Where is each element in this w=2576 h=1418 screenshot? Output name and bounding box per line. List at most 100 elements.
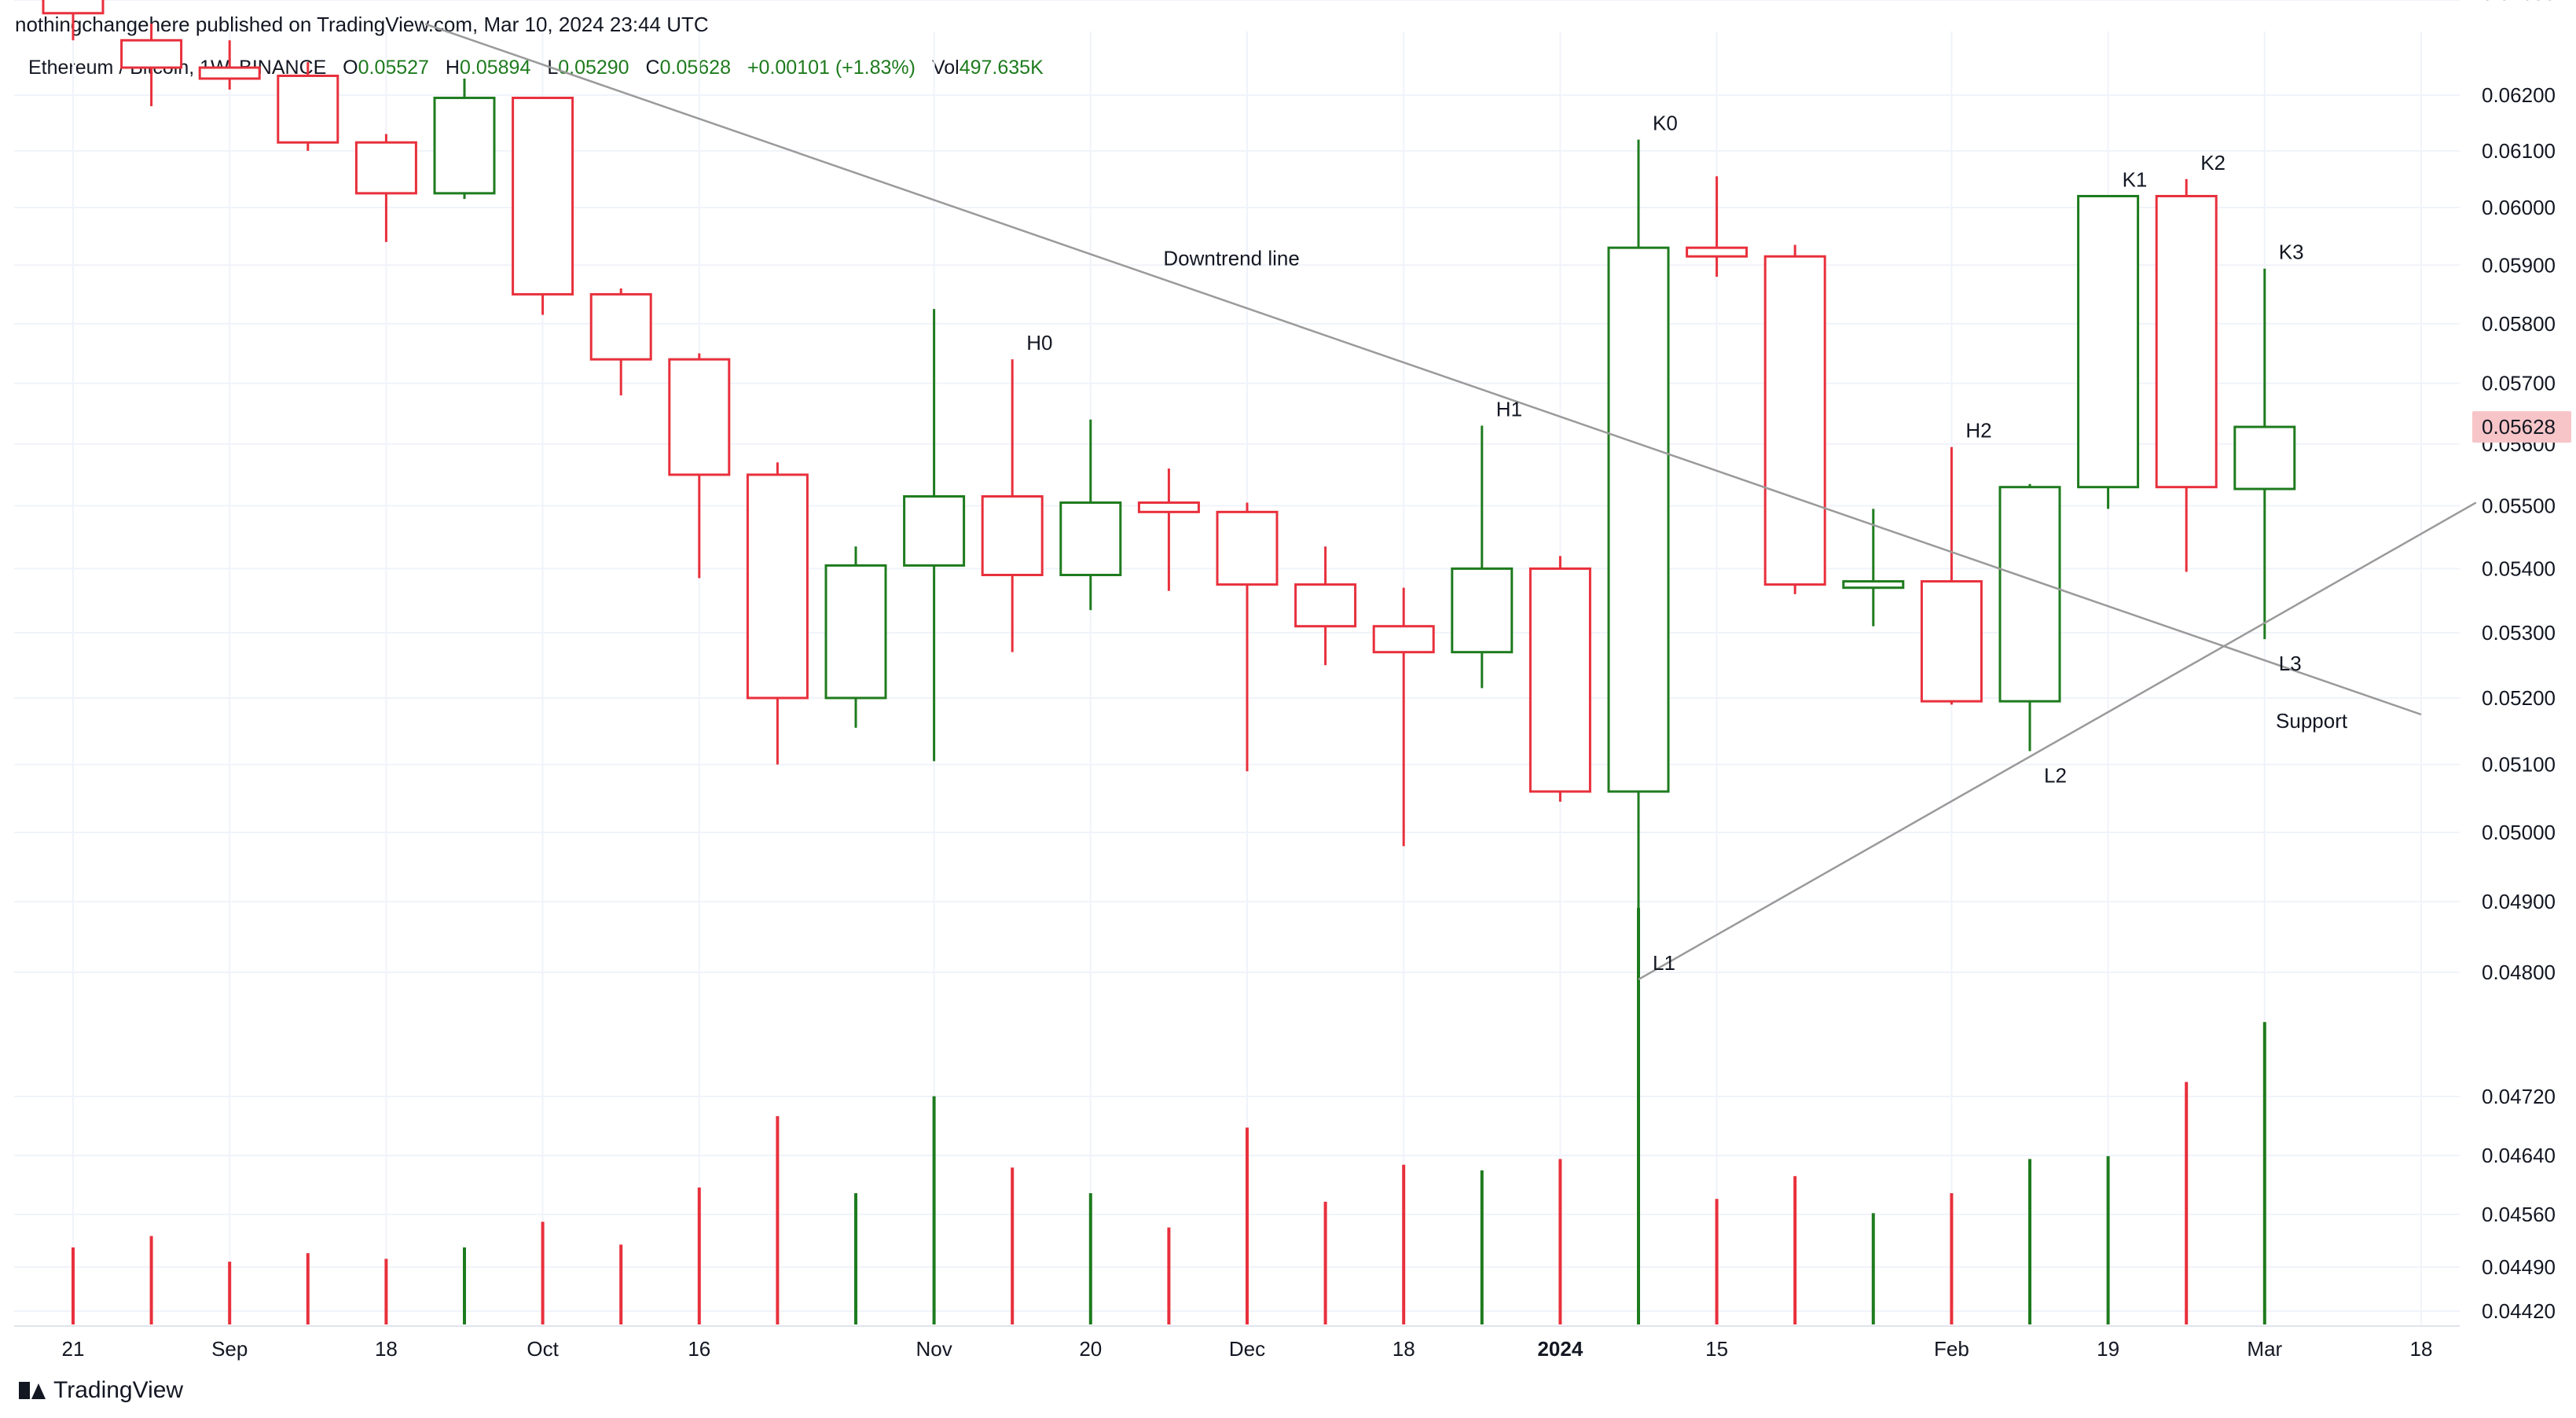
candle-body bbox=[2233, 425, 2296, 490]
candle bbox=[1372, 587, 1435, 847]
candle-body bbox=[1763, 255, 1826, 586]
candle-body bbox=[824, 564, 887, 700]
swing-label: L1 bbox=[1653, 951, 1675, 975]
price-tick-label: 0.06000 bbox=[2482, 196, 2556, 219]
trendline-label: Downtrend line bbox=[1163, 246, 1299, 270]
candle-body bbox=[981, 495, 1044, 576]
time-tick-label: 2024 bbox=[1537, 1337, 1583, 1361]
candle bbox=[354, 134, 417, 242]
swing-label: H2 bbox=[1965, 419, 1991, 443]
candle-body bbox=[903, 495, 966, 567]
candle bbox=[981, 359, 1044, 652]
candle bbox=[589, 288, 652, 395]
candle-body bbox=[1998, 486, 2061, 703]
swing-label: L3 bbox=[2279, 652, 2302, 675]
candle bbox=[2155, 178, 2218, 572]
candle bbox=[824, 546, 887, 728]
candle bbox=[1607, 139, 1670, 980]
drawings: Downtrend line Support H0 H1 H2 K0 K1 K2 K3 L1 L2 L… bbox=[424, 23, 2477, 981]
candle-body bbox=[1451, 567, 1514, 654]
swing-label: H0 bbox=[1026, 331, 1052, 354]
volume-bars bbox=[72, 908, 2266, 1324]
candle-body bbox=[1372, 625, 1435, 654]
candle-body bbox=[746, 473, 809, 700]
high-value: 0.05894 bbox=[459, 57, 531, 79]
time-tick-label: Feb bbox=[1934, 1337, 1969, 1361]
swing-label: K3 bbox=[2279, 241, 2304, 264]
price-tick-label: 0.04800 bbox=[2482, 961, 2556, 984]
open-value: 0.05527 bbox=[358, 57, 429, 79]
candle-body bbox=[1059, 501, 1122, 576]
trendline bbox=[424, 23, 2422, 716]
time-tick-label: 16 bbox=[688, 1337, 710, 1361]
candle-body bbox=[1528, 567, 1591, 793]
candle bbox=[1920, 446, 1983, 705]
candle-body bbox=[1137, 501, 1200, 513]
swing-label: K1 bbox=[2123, 167, 2148, 191]
candle bbox=[277, 62, 339, 151]
published-header: nothingchangehere published on TradingVi… bbox=[15, 13, 709, 36]
time-tick-label: 18 bbox=[375, 1337, 398, 1361]
candle bbox=[198, 40, 261, 90]
time-tick-label: Mar bbox=[2247, 1337, 2282, 1361]
tradingview-brand[interactable]: TradingView bbox=[19, 1377, 183, 1404]
price-tick-label: 0.05800 bbox=[2482, 312, 2556, 336]
time-tick-label: 21 bbox=[62, 1337, 85, 1361]
price-tick-label: 0.05000 bbox=[2482, 821, 2556, 844]
candle-body bbox=[1607, 246, 1670, 793]
candle-body bbox=[2155, 194, 2218, 489]
price-tick-label: 0.05500 bbox=[2482, 494, 2556, 517]
candle bbox=[1998, 483, 2061, 751]
vol-label: Vol bbox=[931, 57, 960, 79]
swing-label: L2 bbox=[2044, 764, 2067, 788]
trendline bbox=[1638, 501, 2477, 981]
chart-grid bbox=[14, 0, 2460, 1327]
candle bbox=[42, 0, 105, 41]
candle bbox=[668, 353, 731, 579]
price-tick-label: 0.04490 bbox=[2482, 1255, 2556, 1279]
candle bbox=[1528, 556, 1591, 802]
candle-body bbox=[512, 97, 574, 296]
candle bbox=[2233, 268, 2296, 640]
candle-body bbox=[1294, 583, 1357, 628]
close-label: C bbox=[645, 57, 660, 79]
price-tick-label: 0.05400 bbox=[2482, 557, 2556, 580]
time-tick-label: 18 bbox=[2410, 1337, 2433, 1361]
high-label: H bbox=[445, 57, 460, 79]
candle-body bbox=[42, 0, 105, 15]
price-tick-label: 0.05700 bbox=[2482, 372, 2556, 395]
candle bbox=[1451, 425, 1514, 689]
time-tick-label: Oct bbox=[527, 1337, 559, 1361]
tradingview-logo-icon bbox=[19, 1382, 46, 1399]
price-tick-label: 0.05900 bbox=[2482, 253, 2556, 277]
last-price-tag bbox=[2472, 411, 2571, 443]
candle bbox=[120, 24, 183, 107]
candle-body bbox=[2077, 194, 2140, 489]
swing-label: K0 bbox=[1653, 112, 1678, 135]
swing-label: H1 bbox=[1496, 398, 1522, 421]
price-tick-label: 0.06100 bbox=[2482, 139, 2556, 163]
candle-body bbox=[433, 97, 496, 195]
candle bbox=[746, 462, 809, 765]
candle-body bbox=[668, 358, 731, 476]
candle-body bbox=[120, 39, 183, 69]
time-axis[interactable]: 21 Sep 18 Oct 16 Nov 20 Dec 18 2024 15 Feb 19 Mar 18 bbox=[62, 1337, 2433, 1361]
time-tick-label: 18 bbox=[1393, 1337, 1415, 1361]
price-axis[interactable]: 0.06200 0.06100 0.06000 0.05900 0.05800 0.057… bbox=[2472, 0, 2571, 1323]
candle bbox=[512, 97, 574, 315]
candle-body bbox=[1920, 580, 1983, 703]
candle-body bbox=[354, 141, 417, 195]
candle bbox=[1842, 509, 1905, 626]
time-tick-label: 19 bbox=[2097, 1337, 2119, 1361]
candle-body bbox=[1842, 580, 1905, 590]
price-tick-label: 0.05300 bbox=[2482, 621, 2556, 645]
price-tick-label: 0.04560 bbox=[2482, 1203, 2556, 1226]
time-tick-label: Nov bbox=[916, 1337, 952, 1361]
change-value: +0.00101 (+1.83%) bbox=[747, 57, 916, 79]
brand-name: TradingView bbox=[53, 1377, 184, 1403]
price-tick-label: 0.05100 bbox=[2482, 753, 2556, 777]
time-tick-label: Sep bbox=[211, 1337, 248, 1361]
candle bbox=[1294, 546, 1357, 666]
candle bbox=[1059, 419, 1122, 611]
